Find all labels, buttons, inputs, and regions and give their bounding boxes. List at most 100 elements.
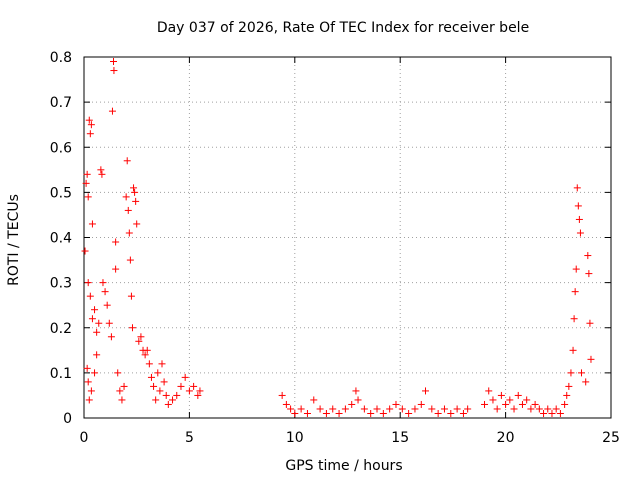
data-point [563, 391, 571, 399]
x-tick-label: 25 [602, 430, 620, 446]
data-point [514, 391, 522, 399]
data-point [84, 279, 92, 287]
data-point [464, 405, 472, 413]
data-point [352, 387, 360, 395]
data-point [133, 220, 141, 228]
data-point [502, 400, 510, 408]
data-point [493, 405, 501, 413]
data-point [154, 369, 162, 377]
data-point [322, 409, 330, 417]
data-point [152, 396, 160, 404]
x-axis-label: GPS time / hours [285, 458, 402, 474]
data-point [459, 409, 467, 417]
data-point [544, 405, 552, 413]
data-point [173, 391, 181, 399]
data-point [411, 405, 419, 413]
data-point [91, 306, 99, 314]
data-point [91, 369, 99, 377]
data-point [105, 319, 113, 327]
data-point [527, 405, 535, 413]
data-point [447, 409, 455, 417]
y-tick-label: 0.7 [50, 95, 72, 111]
data-point [110, 67, 118, 75]
data-point [573, 184, 581, 192]
data-point [303, 409, 311, 417]
x-tick-label: 20 [497, 430, 515, 446]
data-point [84, 193, 92, 201]
data-point [82, 179, 90, 187]
data-point [137, 333, 145, 341]
data-point [194, 391, 202, 399]
data-point [582, 378, 590, 386]
y-tick-label: 0 [63, 411, 72, 427]
x-tick-label: 5 [185, 430, 194, 446]
data-point [83, 170, 91, 178]
y-tick-label: 0.1 [50, 366, 72, 382]
data-point [577, 369, 585, 377]
data-point [434, 409, 442, 417]
data-point [125, 229, 133, 237]
data-point [287, 405, 295, 413]
data-point [112, 265, 120, 273]
data-point [181, 373, 189, 381]
data-point [421, 387, 429, 395]
data-point [145, 360, 153, 368]
x-tick-label: 15 [391, 430, 409, 446]
data-point [571, 288, 579, 296]
x-tick-label: 0 [80, 430, 89, 446]
data-point [398, 405, 406, 413]
data-point [103, 301, 111, 309]
data-point [576, 229, 584, 237]
data-point [162, 391, 170, 399]
data-point [540, 409, 548, 417]
grid-layer [84, 57, 611, 418]
data-point [586, 319, 594, 327]
data-point [95, 319, 103, 327]
data-point [132, 197, 140, 205]
data-point [112, 238, 120, 246]
data-point [440, 405, 448, 413]
data-point [587, 355, 595, 363]
data-point [556, 409, 564, 417]
data-point [93, 351, 101, 359]
data-point [156, 387, 164, 395]
data-point [348, 400, 356, 408]
data-point [535, 405, 543, 413]
data-point [497, 391, 505, 399]
data-point [278, 391, 286, 399]
data-point [574, 202, 582, 210]
data-point [98, 170, 106, 178]
data-point [185, 387, 193, 395]
data-point [428, 405, 436, 413]
data-point [565, 382, 573, 390]
data-point [354, 396, 362, 404]
data-point [127, 292, 135, 300]
data-point [405, 409, 413, 417]
data-point [88, 315, 96, 323]
data-point [585, 270, 593, 278]
data-point [373, 405, 381, 413]
data-point [126, 256, 134, 264]
y-tick-label: 0.2 [50, 321, 72, 337]
data-point [97, 166, 105, 174]
data-point [291, 409, 299, 417]
data-point [128, 324, 136, 332]
data-point [124, 206, 132, 214]
data-point [297, 405, 305, 413]
data-point [572, 265, 580, 273]
data-point [367, 409, 375, 417]
x-tick-label: 10 [286, 430, 304, 446]
data-point [83, 364, 91, 372]
data-point [570, 315, 578, 323]
data-point [120, 382, 128, 390]
data-point [531, 400, 539, 408]
data-point [164, 400, 172, 408]
y-tick-label: 0.8 [50, 50, 72, 66]
data-point [386, 405, 394, 413]
data-point [552, 405, 560, 413]
data-point [506, 396, 514, 404]
data-point [510, 405, 518, 413]
data-point [141, 351, 149, 359]
y-tick-label: 0.4 [50, 231, 72, 247]
data-point [110, 58, 118, 66]
